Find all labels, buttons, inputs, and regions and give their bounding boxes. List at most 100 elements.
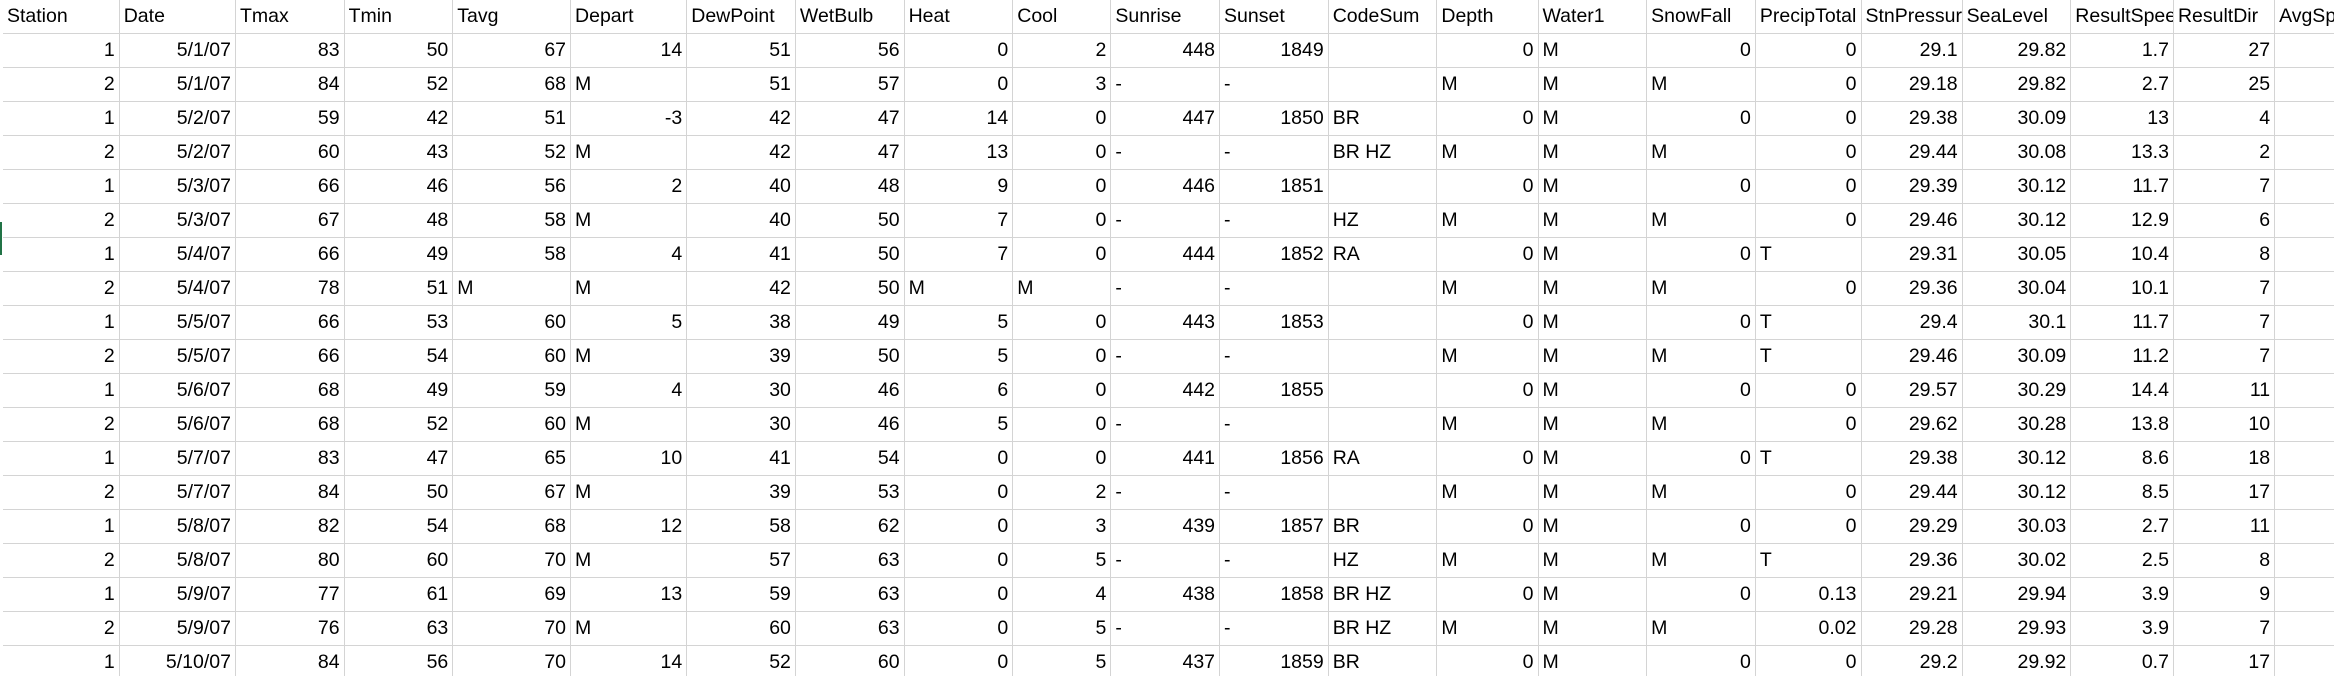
table-cell[interactable]: - (1110, 339, 1221, 374)
table-cell[interactable]: BR (1328, 101, 1438, 136)
table-cell[interactable]: 15 (2274, 373, 2334, 408)
table-cell[interactable]: 1849 (1219, 33, 1329, 68)
table-cell[interactable]: 29.36 (1861, 271, 1963, 306)
table-cell[interactable]: 41 (686, 441, 796, 476)
table-cell[interactable]: 3.9 (2070, 611, 2174, 646)
table-cell[interactable]: 59 (235, 101, 345, 136)
table-cell[interactable]: M (1538, 67, 1648, 102)
table-cell[interactable]: 5/2/07 (119, 135, 236, 170)
table-cell[interactable]: 29.94 (1962, 577, 2072, 612)
header-cell[interactable]: Water1 (1538, 0, 1648, 34)
table-cell[interactable] (1328, 169, 1438, 204)
table-cell[interactable]: 2 (3, 135, 120, 170)
table-cell[interactable]: 12.9 (2070, 203, 2174, 238)
table-cell[interactable]: M (1538, 237, 1648, 272)
table-cell[interactable]: 50 (344, 33, 454, 68)
table-cell[interactable]: 68 (235, 373, 345, 408)
table-cell[interactable]: 0 (1436, 645, 1539, 676)
table-cell[interactable]: 50 (795, 237, 905, 272)
table-cell[interactable] (1328, 305, 1438, 340)
table-cell[interactable]: 30.08 (1962, 135, 2072, 170)
table-cell[interactable]: 56 (344, 645, 454, 676)
table-cell[interactable]: 51 (452, 101, 572, 136)
table-cell[interactable]: 10.8 (2274, 237, 2334, 272)
table-cell[interactable]: M (570, 67, 688, 102)
table-cell[interactable]: 5/10/07 (119, 645, 236, 676)
table-cell[interactable]: 0 (1755, 135, 1862, 170)
table-cell[interactable]: 1 (3, 441, 120, 476)
table-cell[interactable]: M (1436, 475, 1539, 510)
table-cell[interactable]: 30.28 (1962, 407, 2072, 442)
table-cell[interactable]: 5/1/07 (119, 33, 236, 68)
table-cell[interactable]: 67 (452, 475, 572, 510)
table-cell[interactable]: BR HZ (1328, 611, 1438, 646)
table-cell[interactable]: 50 (795, 339, 905, 374)
table-cell[interactable]: 30.09 (1962, 101, 2072, 136)
table-cell[interactable]: 58 (452, 203, 572, 238)
table-cell[interactable]: 0 (1012, 237, 1112, 272)
table-cell[interactable]: M (1646, 203, 1756, 238)
table-cell[interactable]: 10.4 (2070, 237, 2174, 272)
table-cell[interactable]: 66 (235, 339, 345, 374)
header-cell[interactable]: DewPoint (686, 0, 796, 34)
table-cell[interactable]: 5/8/07 (119, 509, 236, 544)
table-cell[interactable]: 0 (1436, 509, 1539, 544)
table-cell[interactable]: 0 (1012, 101, 1112, 136)
table-cell[interactable]: 13.4 (2274, 101, 2334, 136)
table-cell[interactable]: M (904, 271, 1014, 306)
table-cell[interactable]: 1850 (1219, 101, 1329, 136)
table-cell[interactable]: 0 (904, 611, 1014, 646)
table-cell[interactable]: 1 (3, 101, 120, 136)
table-cell[interactable]: 76 (235, 611, 345, 646)
table-cell[interactable]: M (570, 203, 688, 238)
table-cell[interactable]: - (1110, 543, 1221, 578)
table-cell[interactable]: 0 (1646, 169, 1756, 204)
table-cell[interactable]: T (1755, 441, 1862, 476)
table-cell[interactable]: 5/4/07 (119, 271, 236, 306)
table-cell[interactable]: M (1538, 339, 1648, 374)
table-cell[interactable]: 29.82 (1962, 33, 2072, 68)
table-cell[interactable]: - (1219, 203, 1329, 238)
table-cell[interactable]: 53 (344, 305, 454, 340)
table-cell[interactable]: 0 (1646, 645, 1756, 676)
table-cell[interactable]: 4 (1012, 577, 1112, 612)
header-cell[interactable]: Sunrise (1110, 0, 1221, 34)
table-cell[interactable]: 442 (1110, 373, 1221, 408)
table-cell[interactable]: 5.9 (2274, 611, 2334, 646)
table-cell[interactable]: M (1538, 407, 1648, 442)
table-cell[interactable]: 7 (2173, 271, 2276, 306)
table-cell[interactable]: M (570, 407, 688, 442)
table-cell[interactable]: 53 (795, 475, 905, 510)
table-cell[interactable]: 0 (1012, 441, 1112, 476)
table-cell[interactable]: 8 (2173, 237, 2276, 272)
table-cell[interactable] (1328, 339, 1438, 374)
table-cell[interactable]: 29.21 (1861, 577, 1963, 612)
table-cell[interactable]: 0 (1436, 169, 1539, 204)
table-cell[interactable]: - (1110, 271, 1221, 306)
table-cell[interactable]: 29.36 (1861, 543, 1963, 578)
table-cell[interactable]: 50 (344, 475, 454, 510)
table-cell[interactable]: 29.44 (1861, 135, 1963, 170)
table-cell[interactable]: 0.13 (1755, 577, 1862, 612)
table-cell[interactable]: 0 (1436, 305, 1539, 340)
table-cell[interactable]: 56 (795, 33, 905, 68)
table-cell[interactable]: 63 (795, 543, 905, 578)
table-cell[interactable]: M (1646, 475, 1756, 510)
table-cell[interactable]: 0 (1755, 101, 1862, 136)
header-cell[interactable]: PrecipTotal (1755, 0, 1862, 34)
table-cell[interactable]: M (570, 611, 688, 646)
table-cell[interactable]: M (1538, 509, 1648, 544)
table-cell[interactable]: 0 (1755, 271, 1862, 306)
table-cell[interactable]: 0 (1755, 645, 1862, 676)
table-cell[interactable]: 60 (795, 645, 905, 676)
table-cell[interactable]: 13.4 (2274, 135, 2334, 170)
table-cell[interactable]: 1858 (1219, 577, 1329, 612)
table-cell[interactable]: 3.9 (2070, 577, 2174, 612)
table-cell[interactable]: 1851 (1219, 169, 1329, 204)
header-cell[interactable]: Tavg (452, 0, 572, 34)
table-cell[interactable]: 0 (1012, 203, 1112, 238)
table-cell[interactable]: - (1219, 475, 1329, 510)
table-cell[interactable]: 438 (1110, 577, 1221, 612)
table-cell[interactable]: 9.6 (2274, 67, 2334, 102)
